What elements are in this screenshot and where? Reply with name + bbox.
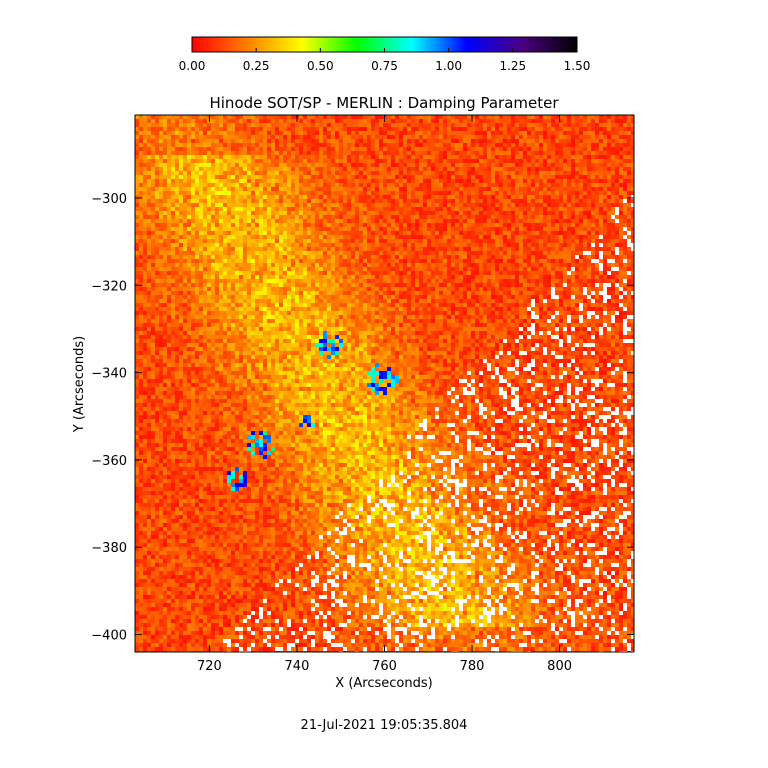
colorbar-tick-label: 1.50: [564, 59, 591, 73]
y-tick-label: −400: [91, 629, 127, 644]
heatmap-image: [135, 115, 634, 652]
y-tick-label: −380: [91, 541, 127, 556]
colorbar-tick-label: 0.25: [243, 59, 270, 73]
timestamp: 21-Jul-2021 19:05:35.804: [301, 718, 468, 733]
x-tick-label: 740: [285, 659, 310, 674]
colorbar-ticks: 0.00 0.25 0.50 0.75 1.00 1.25 1.50: [179, 48, 591, 73]
colorbar: 0.00 0.25 0.50 0.75 1.00 1.25 1.50: [179, 36, 591, 73]
colorbar-tick-label: 0.75: [371, 59, 398, 73]
colorbar-tick-label: 0.50: [307, 59, 334, 73]
y-tick-label: −360: [91, 454, 127, 469]
y-tick-label: −340: [91, 367, 127, 382]
x-tick-label: 800: [547, 659, 572, 674]
x-tick-label: 760: [372, 659, 397, 674]
chart-title: Hinode SOT/SP - MERLIN : Damping Paramet…: [209, 94, 559, 112]
x-axis-ticks: 720 740 760 780 800: [197, 115, 572, 674]
x-tick-label: 780: [460, 659, 485, 674]
colorbar-tick-label: 1.00: [435, 59, 462, 73]
y-axis-ticks: −300 −320 −340 −360 −380 −400: [91, 192, 634, 644]
colorbar-tick-label: 0.00: [179, 59, 206, 73]
x-tick-label: 720: [197, 659, 222, 674]
colorbar-tick-label: 1.25: [499, 59, 526, 73]
y-tick-label: −320: [91, 279, 127, 294]
y-tick-label: −300: [91, 192, 127, 207]
y-axis-label: Y (Arcseconds): [72, 336, 87, 433]
x-axis-label: X (Arcseconds): [335, 676, 432, 691]
